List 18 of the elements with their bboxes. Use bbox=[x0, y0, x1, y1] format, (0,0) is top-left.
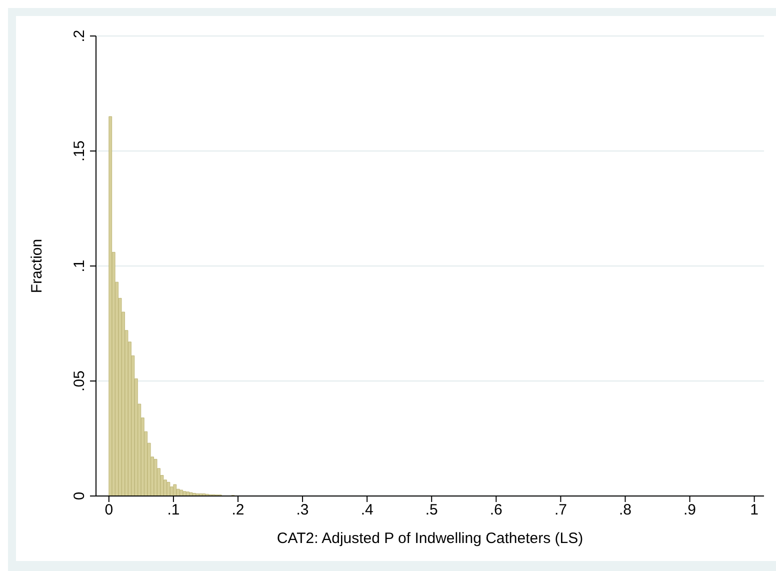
y-tick-label: 0 bbox=[71, 492, 88, 500]
x-axis-title: CAT2: Adjusted P of Indwelling Catheters (LS) bbox=[276, 530, 584, 547]
x-tick-label: 1 bbox=[750, 502, 758, 519]
x-tick-label: .3 bbox=[296, 502, 309, 519]
x-tick-label: .1 bbox=[167, 502, 180, 519]
x-tick-label: .2 bbox=[232, 502, 244, 519]
y-tick-label: .05 bbox=[71, 370, 88, 392]
y-tick-label: .1 bbox=[71, 260, 88, 272]
x-tick-label: 0 bbox=[104, 502, 114, 519]
x-tick-label: .8 bbox=[618, 502, 632, 519]
x-tick-label: .6 bbox=[490, 502, 502, 519]
y-tick-label: .2 bbox=[71, 30, 88, 42]
x-tick-label: .4 bbox=[360, 502, 374, 519]
x-tick-label: .7 bbox=[554, 502, 567, 519]
y-tick-label: .15 bbox=[71, 140, 88, 162]
x-tick-label: .5 bbox=[425, 502, 438, 519]
y-axis-title: Fraction bbox=[28, 238, 46, 294]
x-tick-label: .9 bbox=[684, 502, 696, 519]
